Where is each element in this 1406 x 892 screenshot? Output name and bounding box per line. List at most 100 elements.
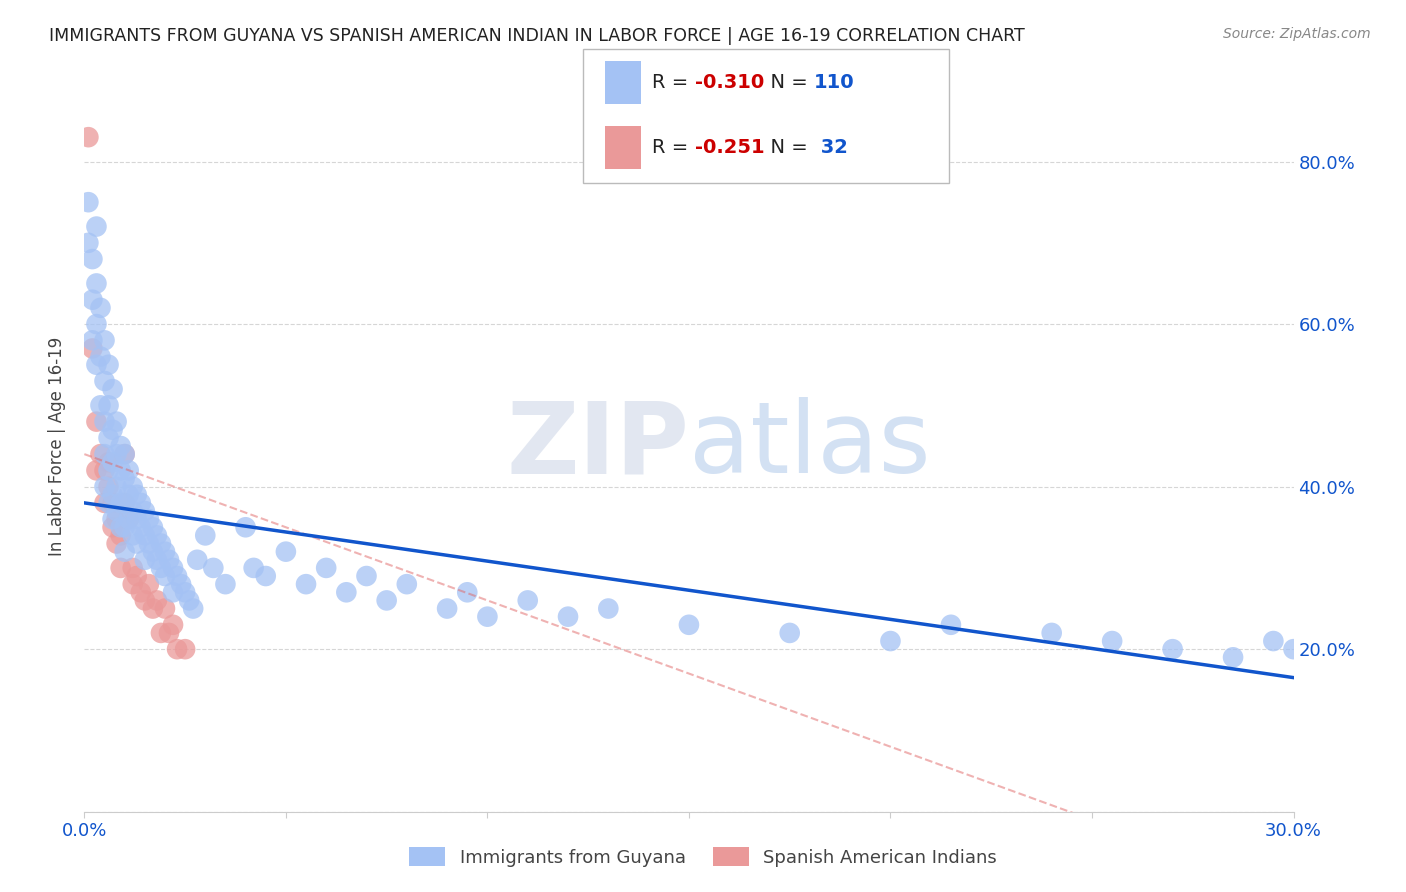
Point: [939, 617, 962, 632]
Point: [114, 447, 136, 461]
Point: [105, 512, 128, 526]
Point: [114, 496, 136, 510]
Point: [174, 585, 197, 599]
Point: [93, 480, 115, 494]
Point: [149, 626, 172, 640]
Point: [97, 358, 120, 372]
Point: [181, 601, 204, 615]
Point: [105, 504, 128, 518]
Point: [93, 334, 115, 348]
Point: [97, 398, 120, 412]
Point: [86, 415, 108, 429]
Point: [477, 609, 499, 624]
Point: [86, 463, 108, 477]
Point: [105, 480, 128, 494]
Point: [93, 415, 115, 429]
Text: R =: R =: [652, 138, 695, 157]
Point: [110, 528, 132, 542]
Point: [86, 277, 108, 291]
Point: [89, 447, 111, 461]
Point: [315, 561, 337, 575]
Point: [678, 617, 700, 632]
Point: [1403, 650, 1406, 665]
Point: [125, 569, 148, 583]
Point: [1282, 642, 1305, 657]
Point: [153, 569, 176, 583]
Point: [157, 626, 180, 640]
Point: [235, 520, 257, 534]
Point: [114, 544, 136, 558]
Text: R =: R =: [652, 73, 695, 92]
Point: [101, 382, 124, 396]
Point: [114, 471, 136, 485]
Point: [395, 577, 418, 591]
Point: [194, 528, 217, 542]
Point: [93, 496, 115, 510]
Point: [1101, 634, 1123, 648]
Point: [254, 569, 277, 583]
Point: [101, 423, 124, 437]
Point: [121, 504, 143, 518]
Point: [557, 609, 579, 624]
Text: 32: 32: [814, 138, 848, 157]
Point: [1384, 642, 1406, 657]
Point: [1302, 650, 1324, 665]
Point: [82, 334, 104, 348]
Point: [118, 488, 141, 502]
Point: [356, 569, 378, 583]
Point: [89, 350, 111, 364]
Point: [129, 496, 152, 510]
Point: [93, 463, 115, 477]
Point: [110, 561, 132, 575]
Point: [110, 520, 132, 534]
Text: 110: 110: [814, 73, 855, 92]
Point: [146, 553, 169, 567]
Point: [214, 577, 236, 591]
Text: -0.251: -0.251: [695, 138, 765, 157]
Point: [114, 520, 136, 534]
Point: [436, 601, 458, 615]
Point: [97, 496, 120, 510]
Point: [138, 536, 160, 550]
Point: [598, 601, 620, 615]
Point: [101, 512, 124, 526]
Point: [138, 512, 160, 526]
Point: [77, 130, 100, 145]
Point: [142, 520, 165, 534]
Y-axis label: In Labor Force | Age 16-19: In Labor Force | Age 16-19: [48, 336, 66, 556]
Point: [121, 561, 143, 575]
Point: [77, 235, 100, 250]
Point: [146, 528, 169, 542]
Point: [134, 553, 156, 567]
Point: [110, 496, 132, 510]
Point: [86, 358, 108, 372]
Point: [121, 480, 143, 494]
Point: [93, 447, 115, 461]
Point: [118, 512, 141, 526]
Text: atlas: atlas: [689, 398, 931, 494]
Point: [89, 301, 111, 315]
Point: [82, 293, 104, 307]
Point: [149, 536, 172, 550]
Point: [134, 528, 156, 542]
Point: [146, 593, 169, 607]
Point: [82, 342, 104, 356]
Point: [1263, 634, 1285, 648]
Point: [89, 398, 111, 412]
Point: [118, 512, 141, 526]
Legend: Immigrants from Guyana, Spanish American Indians: Immigrants from Guyana, Spanish American…: [402, 840, 1004, 874]
Point: [97, 455, 120, 469]
Point: [879, 634, 901, 648]
Point: [114, 447, 136, 461]
Point: [114, 496, 136, 510]
Point: [138, 577, 160, 591]
Point: [86, 317, 108, 331]
Point: [375, 593, 398, 607]
Point: [125, 488, 148, 502]
Point: [242, 561, 264, 575]
Point: [1362, 658, 1385, 673]
Point: [153, 601, 176, 615]
Point: [1040, 626, 1063, 640]
Point: [129, 585, 152, 599]
Point: [105, 415, 128, 429]
